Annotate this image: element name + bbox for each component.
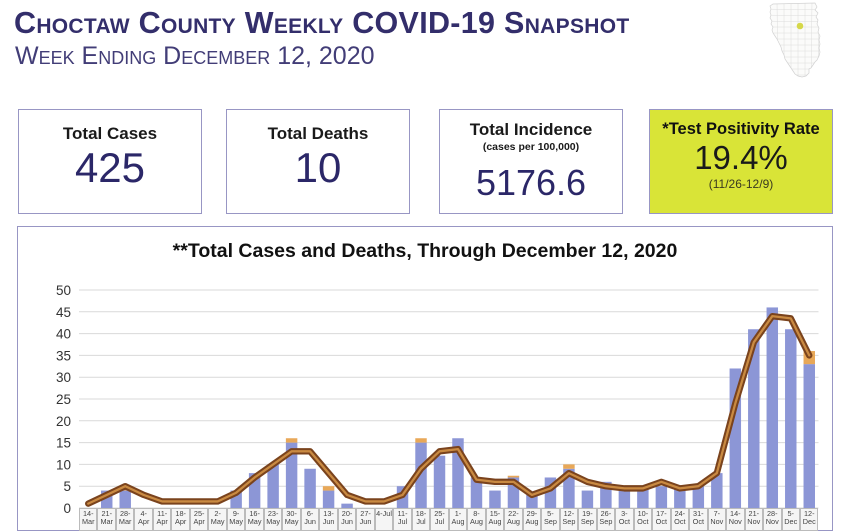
svg-text:5: 5 [63, 479, 71, 494]
svg-text:40: 40 [56, 327, 71, 342]
svg-text:50: 50 [56, 283, 71, 298]
svg-text:35: 35 [56, 348, 71, 363]
svg-text:15: 15 [56, 436, 71, 451]
svg-text:10: 10 [56, 457, 71, 472]
svg-text:30: 30 [56, 370, 71, 385]
svg-text:20: 20 [56, 414, 71, 429]
svg-text:0: 0 [63, 501, 71, 516]
svg-text:25: 25 [56, 392, 71, 407]
svg-text:45: 45 [56, 305, 71, 320]
